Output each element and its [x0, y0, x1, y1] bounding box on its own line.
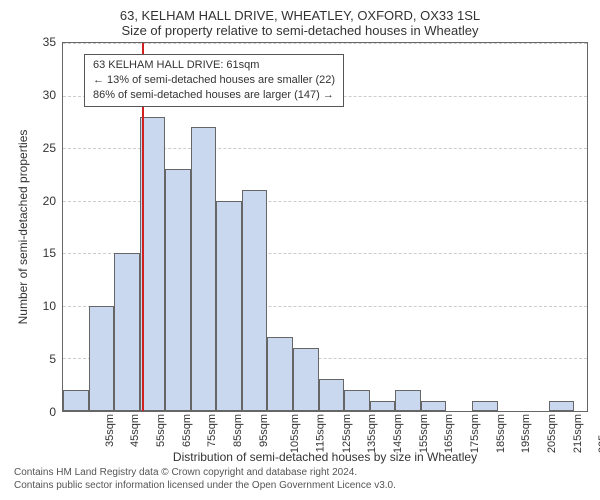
x-tick-label: 85sqm	[232, 414, 244, 447]
y-tick-label: 30	[43, 88, 56, 102]
histogram-bar	[191, 127, 217, 411]
histogram-bar	[370, 401, 396, 412]
histogram-bar	[63, 390, 89, 411]
annotation-line2: ← 13% of semi-detached houses are smalle…	[93, 73, 335, 88]
histogram-bar	[549, 401, 575, 412]
x-tick-label: 135sqm	[367, 414, 379, 453]
y-tick-label: 15	[43, 246, 56, 260]
histogram-bar	[165, 169, 191, 411]
histogram-bar	[114, 253, 140, 411]
x-tick-label: 175sqm	[469, 414, 481, 453]
chart-title-sub: Size of property relative to semi-detach…	[12, 23, 588, 38]
histogram-bar	[319, 379, 345, 411]
chart-container: 63, KELHAM HALL DRIVE, WHEATLEY, OXFORD,…	[0, 0, 600, 500]
histogram-bar	[89, 306, 115, 411]
x-tick-label: 95sqm	[258, 414, 270, 447]
footer-line1: Contains HM Land Registry data © Crown c…	[14, 466, 586, 479]
histogram-bar	[421, 401, 447, 412]
annotation-line3: 86% of semi-detached houses are larger (…	[93, 88, 335, 103]
x-axis-row: Distribution of semi-detached houses by …	[12, 412, 588, 462]
y-tick-label: 25	[43, 141, 56, 155]
x-tick-label: 165sqm	[444, 414, 456, 453]
x-tick-label: 35sqm	[104, 414, 116, 447]
x-tick-label: 155sqm	[418, 414, 430, 453]
x-tick-label: 105sqm	[290, 414, 302, 453]
chart-title-main: 63, KELHAM HALL DRIVE, WHEATLEY, OXFORD,…	[12, 8, 588, 23]
footer-line2: Contains public sector information licen…	[14, 479, 586, 492]
y-tick-label: 10	[43, 299, 56, 313]
annotation-line1: 63 KELHAM HALL DRIVE: 61sqm	[93, 58, 335, 73]
x-tick-label: 145sqm	[392, 414, 404, 453]
x-tick-label: 75sqm	[206, 414, 218, 447]
y-axis-label-col: Number of semi-detached properties	[12, 42, 34, 412]
histogram-bar	[293, 348, 319, 411]
x-tick-label: 55sqm	[155, 414, 167, 447]
x-tick-label: 65sqm	[181, 414, 193, 447]
histogram-bar	[472, 401, 498, 412]
x-tick-label: 185sqm	[495, 414, 507, 453]
histogram-bar	[242, 190, 268, 411]
x-tick-label: 205sqm	[546, 414, 558, 453]
y-axis-ticks: 05101520253035	[34, 42, 62, 412]
histogram-bar	[267, 337, 293, 411]
histogram-bar	[344, 390, 370, 411]
x-axis-ticks: Distribution of semi-detached houses by …	[62, 412, 588, 462]
y-axis-label: Number of semi-detached properties	[16, 130, 30, 325]
histogram-bar	[216, 201, 242, 411]
footer: Contains HM Land Registry data © Crown c…	[12, 466, 588, 492]
annotation-box: 63 KELHAM HALL DRIVE: 61sqm ← 13% of sem…	[84, 54, 344, 107]
x-tick-label: 45sqm	[130, 414, 142, 447]
plot-area: 63 KELHAM HALL DRIVE: 61sqm ← 13% of sem…	[62, 42, 588, 412]
x-tick-label: 125sqm	[341, 414, 353, 453]
plot-row: Number of semi-detached properties 05101…	[12, 42, 588, 412]
x-tick-label: 215sqm	[572, 414, 584, 453]
histogram-bar	[395, 390, 421, 411]
y-tick-label: 35	[43, 35, 56, 49]
x-tick-label: 195sqm	[521, 414, 533, 453]
x-tick-label: 115sqm	[314, 414, 326, 452]
y-tick-label: 20	[43, 194, 56, 208]
y-tick-label: 5	[49, 352, 56, 366]
